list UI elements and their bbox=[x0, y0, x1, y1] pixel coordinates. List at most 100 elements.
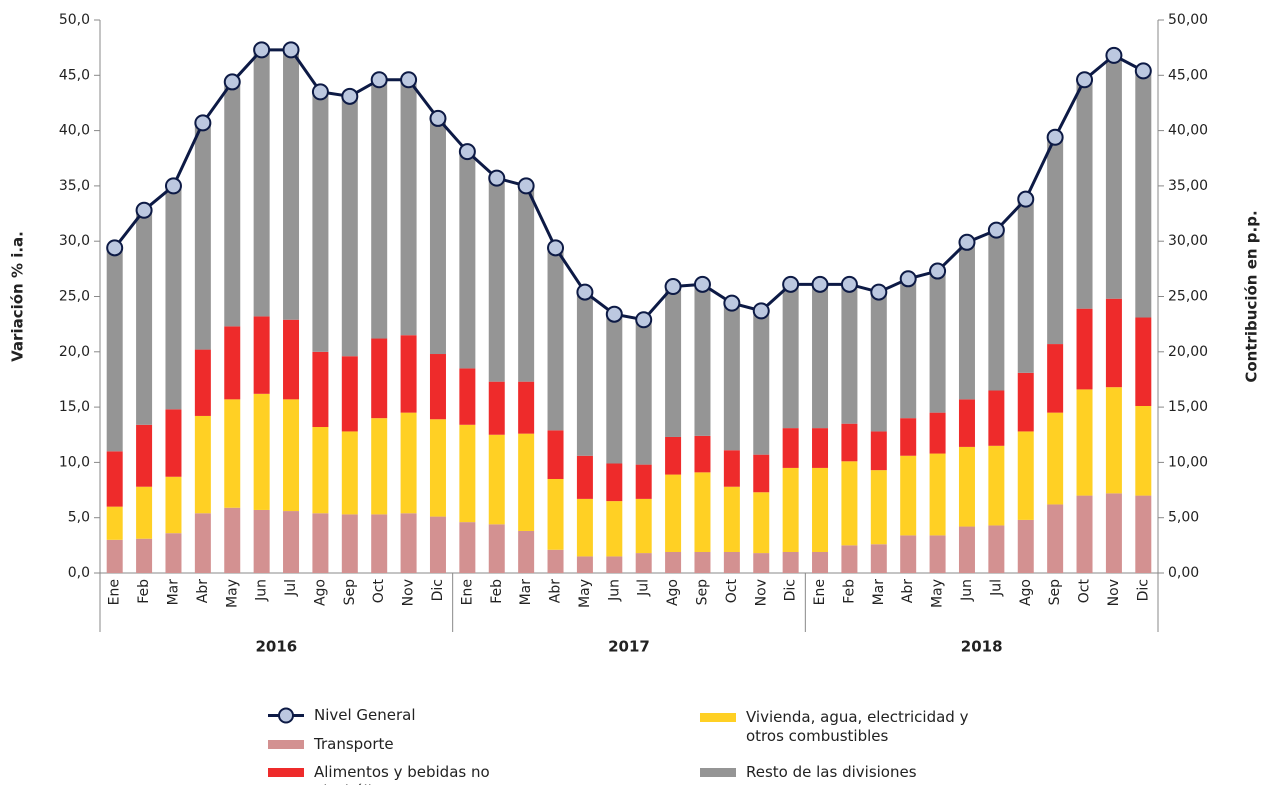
bar-segment bbox=[841, 423, 858, 462]
line-marker bbox=[517, 177, 535, 195]
bar-segment bbox=[106, 506, 123, 540]
x-tick-label: Abr bbox=[548, 579, 564, 603]
y2-tick-label: 10,00 bbox=[1168, 454, 1208, 470]
y2-tick-label: 5,00 bbox=[1168, 510, 1199, 526]
x-group-label: 2018 bbox=[961, 638, 1003, 656]
bar-segment bbox=[635, 553, 652, 573]
legend-item: Transporte bbox=[268, 735, 568, 754]
x-tick-label: Sep bbox=[694, 579, 710, 606]
bar-segment bbox=[929, 412, 946, 454]
bar-segment bbox=[1076, 495, 1093, 573]
bar-segment bbox=[547, 430, 564, 479]
bar-segment bbox=[165, 409, 182, 477]
bar-segment bbox=[1135, 317, 1152, 406]
y-tick-label: 15,0 bbox=[59, 399, 90, 415]
line-marker bbox=[605, 305, 623, 323]
line-marker bbox=[341, 87, 359, 105]
x-tick-label: Nov bbox=[753, 579, 769, 606]
line-marker bbox=[958, 233, 976, 251]
bar-segment bbox=[1076, 79, 1093, 309]
bar-segment bbox=[1105, 298, 1122, 388]
bar-segment bbox=[1076, 389, 1093, 496]
legend-box bbox=[700, 713, 736, 722]
line-marker bbox=[1046, 128, 1064, 146]
bar-segment bbox=[224, 507, 241, 573]
bar-segment bbox=[753, 553, 770, 573]
bar-segment bbox=[136, 424, 153, 487]
bar-segment bbox=[106, 451, 123, 507]
bar-segment bbox=[958, 446, 975, 527]
bar-segment bbox=[900, 455, 917, 536]
y-axis-title: Variación % i.a. bbox=[9, 231, 27, 362]
bar-segment bbox=[106, 247, 123, 452]
bar-segment bbox=[929, 535, 946, 573]
line-marker bbox=[458, 143, 476, 161]
bar-segment bbox=[900, 278, 917, 419]
bar-segment bbox=[606, 556, 623, 573]
bar-segment bbox=[694, 284, 711, 436]
bar-segment bbox=[606, 314, 623, 464]
x-tick-label: Sep bbox=[1047, 579, 1063, 606]
y2-tick-label: 35,00 bbox=[1168, 178, 1208, 194]
bar-segment bbox=[841, 461, 858, 546]
x-tick-label: Sep bbox=[342, 579, 358, 606]
x-tick-label: Nov bbox=[1106, 579, 1122, 606]
bar-segment bbox=[753, 492, 770, 554]
bar-segment bbox=[1076, 308, 1093, 390]
y-tick-label: 20,0 bbox=[59, 344, 90, 360]
bar-segment bbox=[136, 210, 153, 425]
bar-segment bbox=[165, 476, 182, 534]
bar-segment bbox=[1105, 55, 1122, 299]
bar-segment bbox=[870, 431, 887, 471]
x-group-label: 2016 bbox=[255, 638, 297, 656]
line-marker bbox=[811, 275, 829, 293]
x-tick-label: Mar bbox=[165, 579, 181, 606]
line-marker bbox=[164, 177, 182, 195]
bar-segment bbox=[429, 516, 446, 573]
bar-segment bbox=[723, 486, 740, 552]
bar-segment bbox=[371, 514, 388, 573]
line-marker bbox=[840, 275, 858, 293]
bar-segment bbox=[371, 418, 388, 515]
y2-tick-label: 15,00 bbox=[1168, 399, 1208, 415]
bar-segment bbox=[723, 303, 740, 451]
bar-segment bbox=[812, 467, 829, 552]
x-group-label: 2017 bbox=[608, 638, 650, 656]
line-marker bbox=[929, 262, 947, 280]
line-marker bbox=[1134, 62, 1152, 80]
line-marker bbox=[1017, 190, 1035, 208]
bar-segment bbox=[224, 399, 241, 508]
bar-segment bbox=[283, 511, 300, 573]
legend-item: Alimentos y bebidas no alcohólicas bbox=[268, 763, 568, 785]
bar-segment bbox=[371, 79, 388, 339]
bar-segment bbox=[1017, 372, 1034, 432]
legend-swatch bbox=[268, 768, 304, 777]
x-tick-label: Mar bbox=[871, 579, 887, 606]
bar-segment bbox=[194, 122, 211, 350]
bar-segment bbox=[224, 326, 241, 400]
x-tick-label: Oct bbox=[1077, 579, 1093, 604]
bar-segment bbox=[1017, 519, 1034, 573]
bar-segment bbox=[400, 513, 417, 573]
y-tick-label: 30,0 bbox=[59, 233, 90, 249]
bar-segment bbox=[870, 544, 887, 573]
legend-swatch bbox=[268, 740, 304, 749]
bar-segment bbox=[841, 284, 858, 424]
bar-segment bbox=[665, 474, 682, 552]
x-tick-label: Ene bbox=[107, 579, 123, 605]
legend-swatch bbox=[700, 768, 736, 777]
bar-segment bbox=[106, 539, 123, 573]
line-marker bbox=[693, 275, 711, 293]
legend-swatch bbox=[700, 713, 736, 722]
legend-swatch bbox=[268, 707, 304, 724]
y2-tick-label: 40,00 bbox=[1168, 123, 1208, 139]
line-marker bbox=[223, 73, 241, 91]
x-tick-label: Ene bbox=[459, 579, 475, 605]
y-tick-label: 35,0 bbox=[59, 178, 90, 194]
x-tick-label: Oct bbox=[371, 579, 387, 604]
legend-label: Nivel General bbox=[314, 706, 416, 724]
x-tick-label: Jun bbox=[606, 579, 622, 602]
line-marker bbox=[547, 239, 565, 257]
bar-segment bbox=[988, 390, 1005, 446]
